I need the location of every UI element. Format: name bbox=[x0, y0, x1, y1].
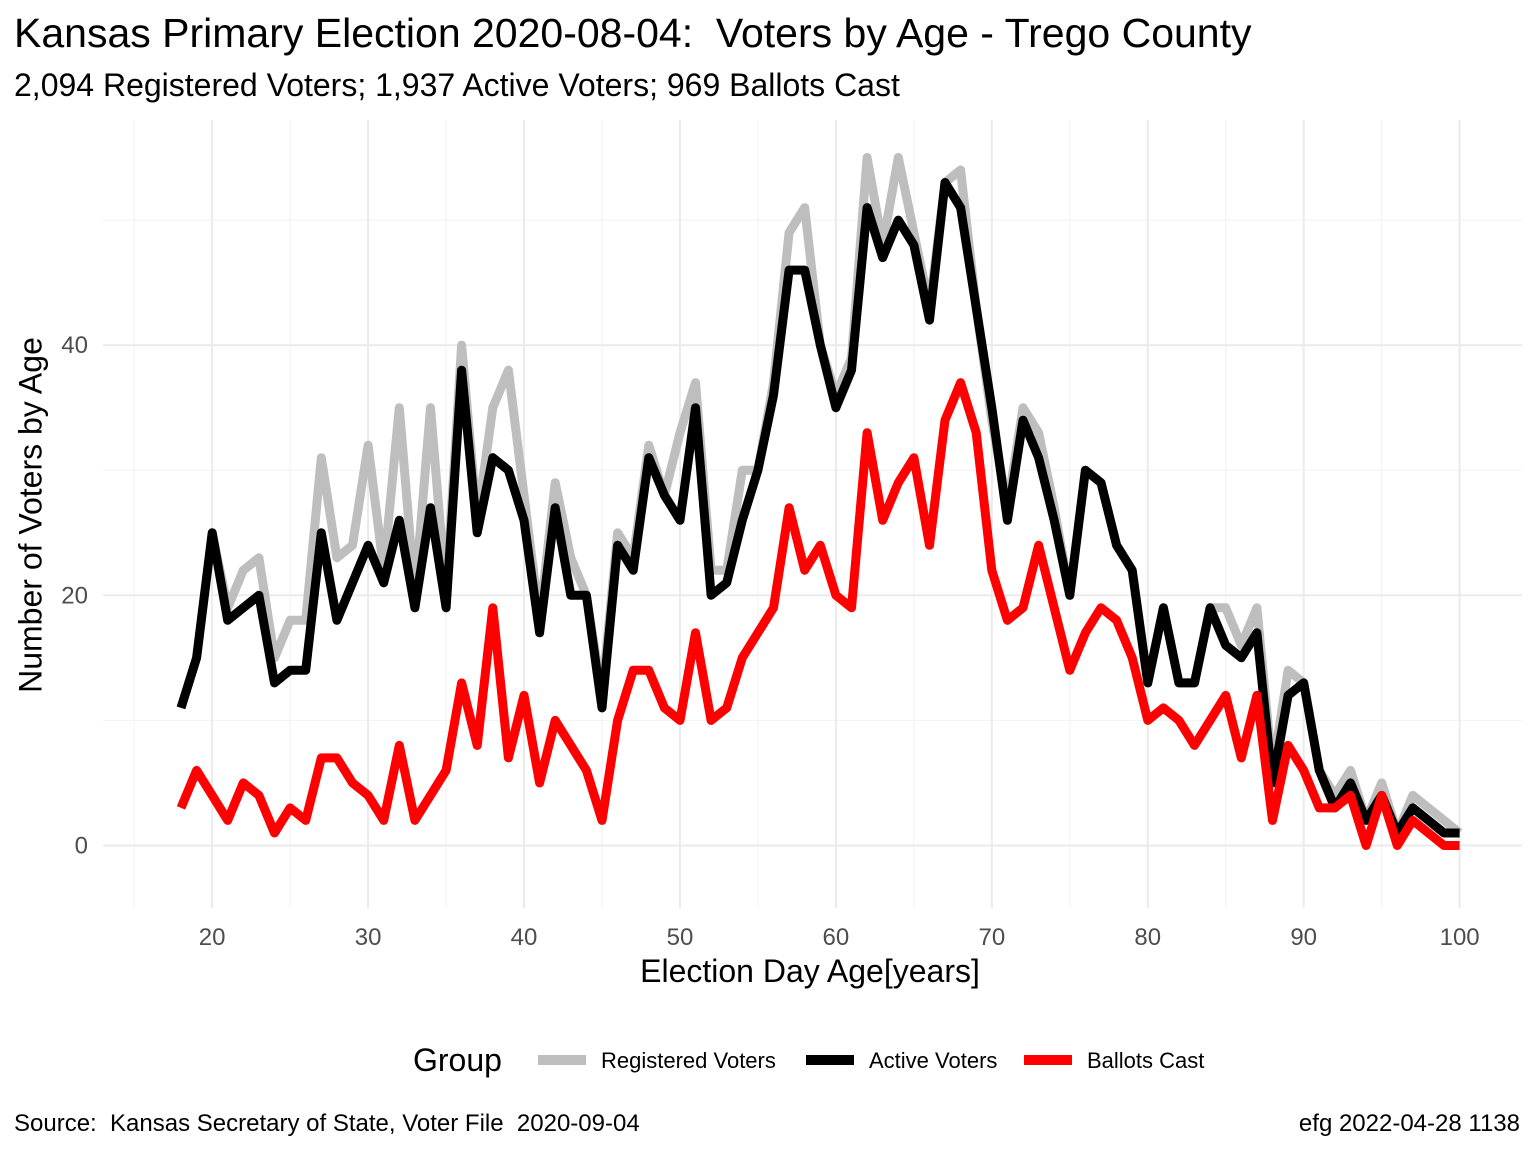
x-tick-label: 40 bbox=[511, 924, 538, 951]
x-axis-label: Election Day Age[years] bbox=[640, 953, 980, 989]
legend-key-ballots-cast bbox=[1024, 1055, 1072, 1065]
x-tick-label: 80 bbox=[1134, 924, 1161, 951]
legend-title: Group bbox=[413, 1042, 502, 1078]
series-line-active-voters bbox=[176, 178, 1460, 838]
y-tick-label: 0 bbox=[75, 832, 88, 859]
series-line-ballots-cast bbox=[176, 378, 1460, 850]
legend-label-ballots-cast: Ballots Cast bbox=[1087, 1048, 1205, 1073]
x-axis-tick-labels: 20 30 40 50 60 70 80 90 100 bbox=[199, 924, 1480, 951]
source-caption: Source: Kansas Secretary of State, Voter… bbox=[14, 1110, 640, 1137]
x-tick-label: 70 bbox=[978, 924, 1005, 951]
legend: Group Registered Voters Active Voters Ba… bbox=[0, 1038, 1536, 1088]
x-tick-label: 50 bbox=[667, 924, 694, 951]
y-axis-label: Number of Voters by Age bbox=[12, 337, 49, 693]
x-tick-label: 60 bbox=[823, 924, 850, 951]
series-lines bbox=[176, 153, 1463, 850]
x-tick-label: 100 bbox=[1440, 924, 1480, 951]
x-tick-label: 90 bbox=[1290, 924, 1317, 951]
legend-key-active-voters bbox=[806, 1055, 854, 1065]
chart-subtitle: 2,094 Registered Voters; 1,937 Active Vo… bbox=[14, 67, 900, 103]
chart-title: Kansas Primary Election 2020-08-04: Vote… bbox=[14, 10, 1252, 56]
credit-caption: efg 2022-04-28 1138 bbox=[1298, 1110, 1520, 1137]
legend-label-active-voters: Active Voters bbox=[869, 1048, 998, 1073]
y-tick-label: 40 bbox=[61, 332, 88, 359]
x-tick-label: 20 bbox=[199, 924, 226, 951]
y-tick-label: 20 bbox=[61, 582, 88, 609]
y-axis-tick-labels: 0 20 40 bbox=[61, 332, 88, 859]
legend-label-registered-voters: Registered Voters bbox=[601, 1048, 776, 1073]
x-tick-label: 30 bbox=[355, 924, 382, 951]
legend-key-registered-voters bbox=[538, 1055, 586, 1065]
